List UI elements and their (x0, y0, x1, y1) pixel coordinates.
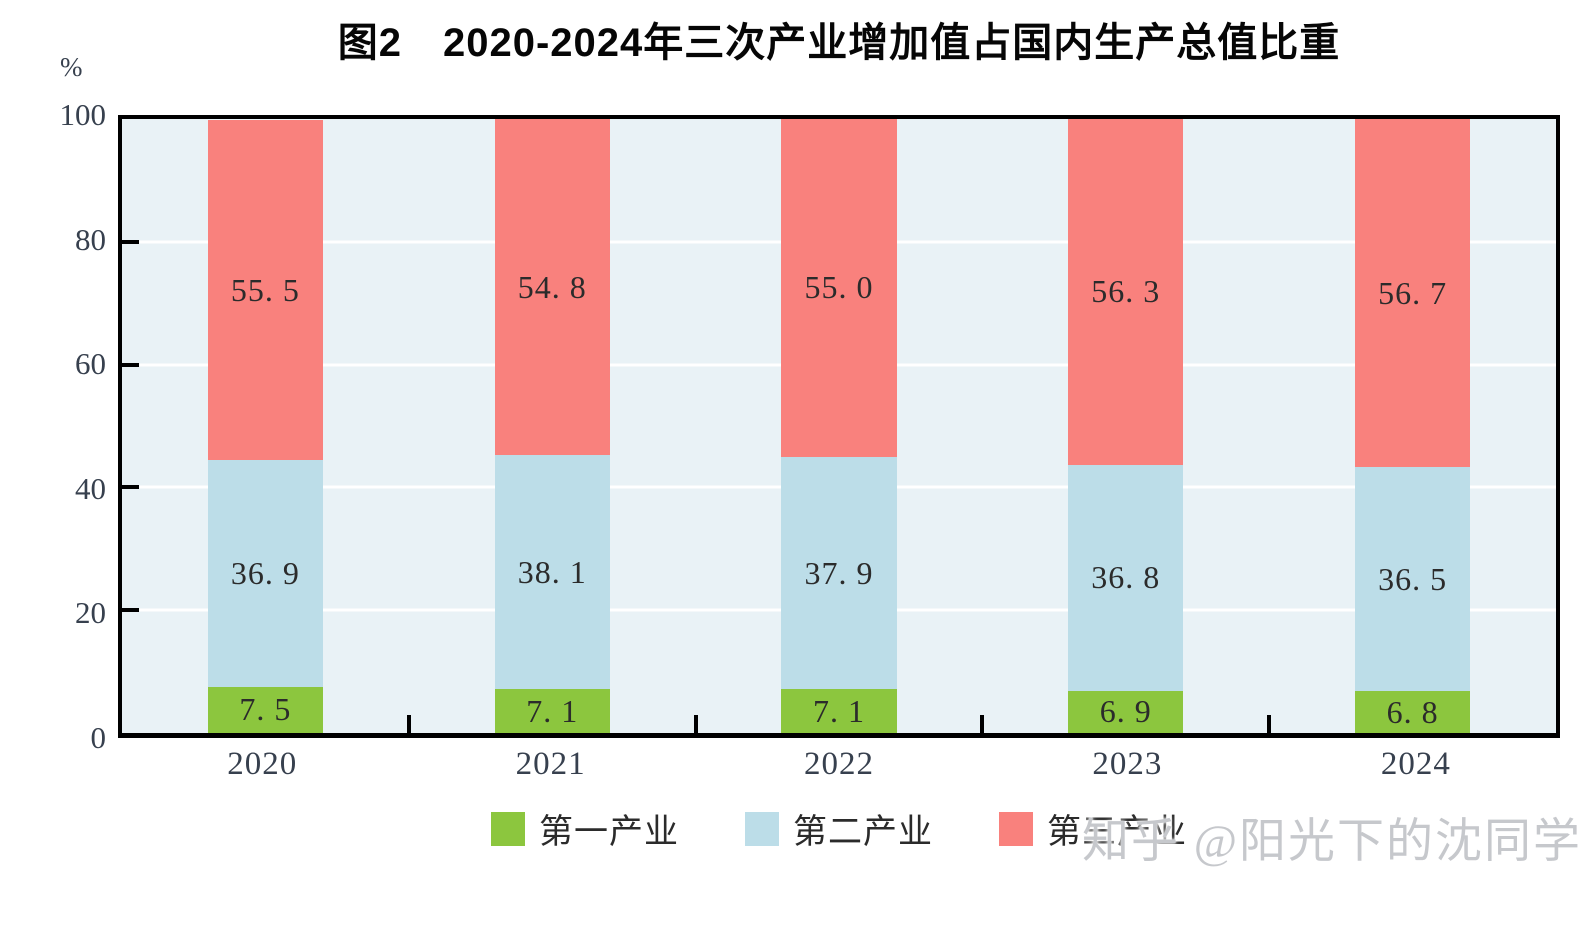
bar-segment-2021-series-1: 7. 1 (494, 689, 610, 733)
bar-value-label: 38. 1 (517, 553, 587, 590)
legend-item-第三产业: 第三产业 (999, 804, 1187, 853)
x-tick-label-2023: 2023 (1092, 746, 1163, 782)
y-tick-40 (122, 485, 139, 490)
bar-segment-2021-series-2: 38. 1 (494, 455, 610, 690)
legend: 第一产业 第二产业 第三产业 (118, 804, 1560, 853)
legend-swatch-icon (491, 811, 525, 846)
legend-item-第一产业: 第一产业 (491, 804, 679, 853)
bar-segment-2024-series-3: 56. 7 (1354, 119, 1471, 468)
bar-segment-2023-series-1: 6. 9 (1068, 690, 1184, 733)
legend-item-第二产业: 第二产业 (745, 804, 933, 853)
legend-swatch-icon (745, 811, 779, 846)
bar-value-label: 7. 5 (239, 691, 292, 728)
legend-label: 第一产业 (539, 814, 679, 851)
bar-value-label: 55. 5 (230, 271, 300, 308)
bar-value-label: 7. 1 (812, 692, 865, 729)
x-axis-tick-labels: 2020 2021 2022 2023 2024 (118, 746, 1560, 783)
y-tick-label-20: 20 (75, 595, 106, 631)
x-tick-2 (693, 715, 698, 733)
bar-segment-2024-series-1: 6. 8 (1354, 691, 1471, 733)
legend-label: 第三产业 (1047, 814, 1187, 851)
bar-stack-2021: 7. 1 38. 1 54. 8 (494, 119, 610, 733)
bar-column-2022: 7. 1 37. 9 55. 0 (696, 119, 983, 733)
y-tick-60 (122, 362, 139, 367)
legend-swatch-icon (999, 811, 1033, 846)
y-tick-label-80: 80 (75, 221, 106, 257)
bar-value-label: 7. 1 (526, 692, 579, 729)
bar-segment-2020-series-3: 55. 5 (207, 119, 324, 461)
bar-value-label: 55. 0 (804, 269, 874, 306)
y-tick-label-40: 40 (75, 470, 106, 506)
y-tick-label-60: 60 (75, 346, 106, 382)
y-tick-80 (122, 239, 139, 244)
bar-segment-2021-series-3: 54. 8 (494, 119, 610, 456)
bar-value-label: 37. 9 (804, 554, 874, 591)
bar-value-label: 36. 5 (1378, 560, 1448, 597)
bar-column-2021: 7. 1 38. 1 54. 8 (409, 119, 696, 733)
bar-value-label: 6. 8 (1386, 693, 1439, 730)
bar-column-2024: 6. 8 36. 5 56. 7 (1269, 119, 1556, 733)
x-tick-1 (406, 715, 411, 733)
plot-area: 7. 5 36. 9 55. 5 7. 1 38. 1 54. 8 7. 1 37. 9 55.… (118, 115, 1560, 738)
bar-column-2023: 6. 9 36. 8 56. 3 (982, 119, 1269, 733)
y-tick-20 (122, 608, 139, 613)
bar-segment-2023-series-3: 56. 3 (1068, 119, 1184, 465)
bar-stack-2023: 6. 9 36. 8 56. 3 (1068, 119, 1184, 733)
chart-title: 图2 2020-2024年三次产业增加值占国内生产总值比重 (337, 21, 1341, 65)
y-axis-tick-labels: 0 20 40 60 80 100 (0, 97, 107, 755)
bar-stack-2022: 7. 1 37. 9 55. 0 (781, 119, 897, 733)
bar-segment-2022-series-1: 7. 1 (781, 689, 897, 733)
x-tick-label-2022: 2022 (804, 746, 875, 782)
bar-stack-2020: 7. 5 36. 9 55. 5 (207, 119, 324, 733)
bar-segment-2023-series-2: 36. 8 (1068, 464, 1184, 691)
tick-layer (122, 119, 1556, 733)
y-tick-label-100: 100 (59, 97, 107, 132)
bar-segment-2024-series-2: 36. 5 (1354, 467, 1471, 692)
watermark: 知乎 @阳光下的沈同学 (1082, 816, 1583, 868)
y-axis-unit-label: % (60, 52, 83, 82)
legend-label: 第二产业 (793, 814, 933, 851)
x-tick-label-2024: 2024 (1380, 746, 1451, 782)
x-tick-3 (980, 715, 985, 733)
bars-layer: 7. 5 36. 9 55. 5 7. 1 38. 1 54. 8 7. 1 37. 9 55.… (122, 119, 1556, 733)
bar-segment-2020-series-2: 36. 9 (207, 460, 324, 687)
bar-segment-2022-series-3: 55. 0 (781, 119, 897, 457)
bar-column-2020: 7. 5 36. 9 55. 5 (122, 119, 409, 733)
bar-value-label: 54. 8 (517, 268, 587, 305)
y-tick-label-0: 0 (90, 720, 107, 755)
bar-value-label: 56. 3 (1091, 273, 1161, 310)
x-tick-label-2020: 2020 (227, 746, 298, 782)
bar-value-label: 36. 9 (230, 555, 300, 592)
x-tick-label-2021: 2021 (515, 746, 586, 782)
x-tick-4 (1267, 715, 1272, 733)
bar-value-label: 56. 7 (1378, 274, 1448, 311)
bar-segment-2020-series-1: 7. 5 (207, 686, 324, 733)
bar-segment-2022-series-2: 37. 9 (781, 456, 897, 690)
bar-value-label: 6. 9 (1099, 693, 1152, 730)
bar-value-label: 36. 8 (1091, 559, 1161, 596)
bar-stack-2024: 6. 8 36. 5 56. 7 (1354, 119, 1471, 733)
